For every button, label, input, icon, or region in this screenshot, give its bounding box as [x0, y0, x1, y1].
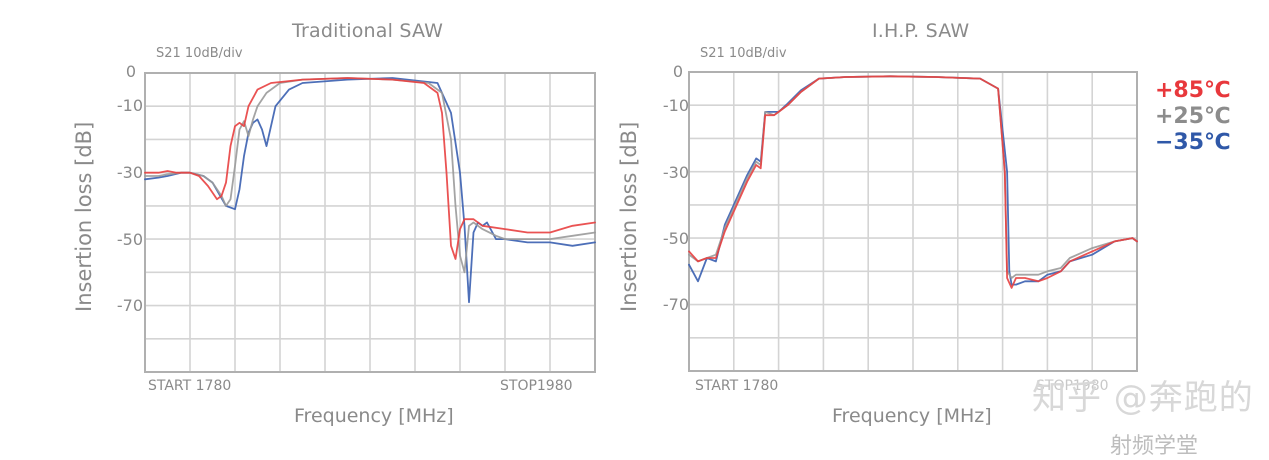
- left-ytick-70: -70: [116, 296, 143, 315]
- zhihu-watermark: 知乎 @奔跑的: [1032, 378, 1254, 418]
- left-ytick-50: -50: [116, 230, 143, 249]
- right-chart-scale: S21 10dB/div: [700, 46, 787, 61]
- left-x-stop-label: STOP1980: [500, 378, 573, 394]
- left-ytick-10: -10: [116, 96, 143, 115]
- legend-item-plus85: +85℃: [1155, 78, 1231, 103]
- series-line: [688, 75, 1138, 289]
- left-plot-area: [144, 72, 596, 373]
- source-watermark: 射频学堂: [1110, 434, 1199, 459]
- right-y-axis-label: Insertion loss [dB]: [617, 121, 641, 312]
- right-x-axis-label: Frequency [MHz]: [832, 405, 992, 427]
- right-x-start-label: START 1780: [695, 378, 779, 394]
- right-chart-title: I.H.P. SAW: [872, 20, 970, 42]
- right-ytick-70: -70: [662, 295, 689, 314]
- left-ytick-30: -30: [116, 163, 143, 182]
- left-x-axis-label: Frequency [MHz]: [294, 405, 454, 427]
- left-y-axis-label: Insertion loss [dB]: [72, 121, 96, 312]
- right-ytick-50: -50: [662, 229, 689, 248]
- left-chart-title: Traditional SAW: [292, 20, 444, 42]
- temperature-legend: +85℃ +25℃ −35℃: [1155, 78, 1231, 156]
- series-line: [144, 77, 596, 260]
- legend-item-minus35: −35℃: [1155, 130, 1231, 155]
- plots-canvas: [144, 71, 1138, 373]
- left-chart-scale: S21 10dB/div: [156, 46, 243, 61]
- legend-item-plus25: +25℃: [1155, 104, 1231, 129]
- right-ytick-30: -30: [662, 163, 689, 182]
- right-ytick-10: -10: [662, 96, 689, 115]
- right-ytick-0: 0: [672, 62, 683, 81]
- plot-frame: [688, 71, 1138, 372]
- right-plot-area: [688, 71, 1138, 372]
- left-x-start-label: START 1780: [148, 378, 232, 394]
- right-x-stop-label: STOP1980: [1036, 378, 1109, 394]
- left-ytick-0: 0: [125, 62, 136, 81]
